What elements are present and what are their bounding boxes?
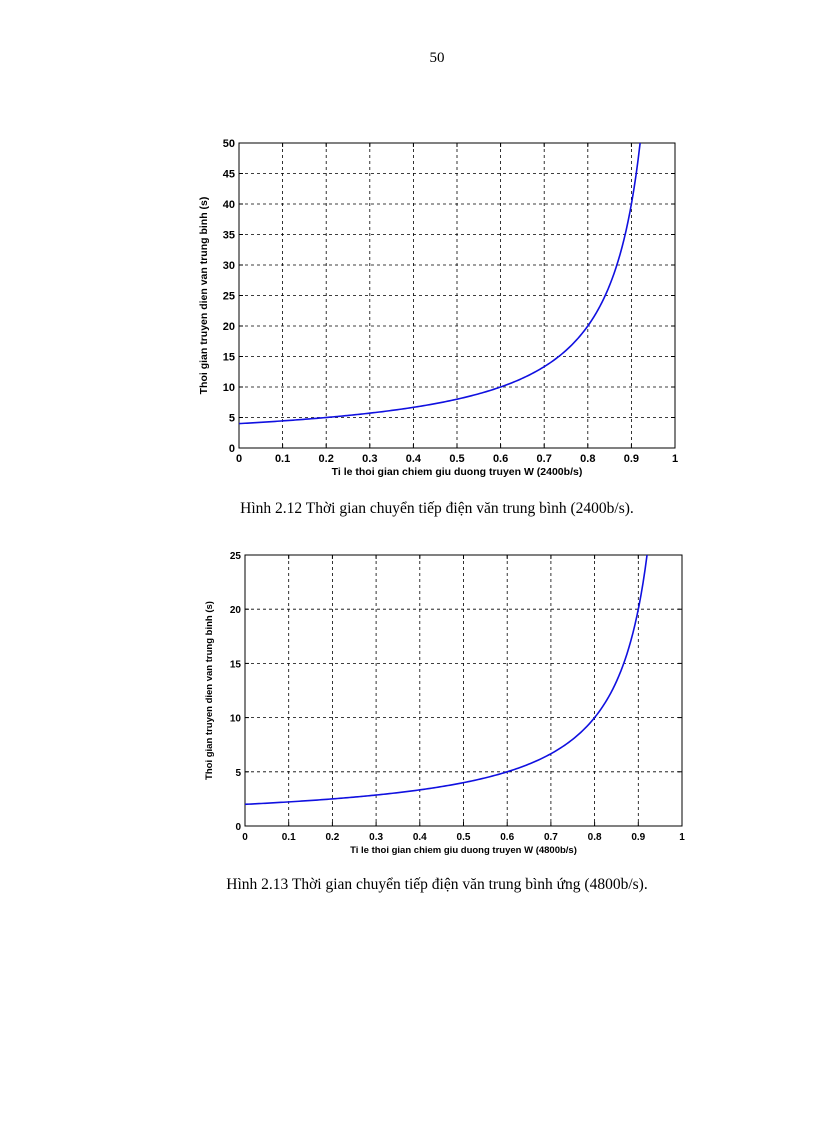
y-tick-label: 50 <box>223 138 235 150</box>
y-axis-label: Thoi gian truyen dien van trung binh (s) <box>198 197 210 395</box>
grid-lines <box>245 555 682 826</box>
y-tick-label: 20 <box>230 605 242 616</box>
y-tick-label: 0 <box>229 443 235 455</box>
figure-2-13-chart: 0 0.1 0.2 0.3 0.4 0.5 0.6 0.7 0.8 0.9 10510152025T… <box>204 551 685 856</box>
y-tick-label: 20 <box>223 321 235 333</box>
x-tick-label: 0.4 <box>413 832 427 843</box>
x-tick-label: 1 <box>672 453 678 465</box>
x-tick-label: 0 <box>242 832 248 843</box>
x-tick-label: 0.4 <box>406 453 422 465</box>
x-tick-label: 0.5 <box>449 453 464 465</box>
x-tick-label: 0.5 <box>457 832 471 843</box>
x-axis-label: Ti le thoi gian chiem giu duong truyen W… <box>350 845 577 856</box>
y-tick-label: 25 <box>230 551 242 562</box>
x-axis-label: Ti le thoi gian chiem giu duong truyen W… <box>332 466 583 478</box>
x-tick-label: 0 <box>236 453 242 465</box>
x-tick-label: 0.7 <box>544 832 558 843</box>
y-tick-label: 10 <box>223 382 235 394</box>
y-tick-label: 35 <box>223 230 235 242</box>
series-line-2400b/s <box>238 142 641 425</box>
x-tick-label: 0.3 <box>362 453 377 465</box>
y-tick-label: 15 <box>230 659 242 670</box>
y-axis-label: Thoi gian truyen dien van trung binh (s) <box>204 601 215 780</box>
y-tick-label: 0 <box>235 822 241 833</box>
x-tick-label: 1 <box>679 832 685 843</box>
y-tick-label: 15 <box>223 352 235 364</box>
x-tick-label: 0.1 <box>282 832 296 843</box>
y-tick-label: 5 <box>235 768 241 779</box>
page-number: 50 <box>429 50 445 66</box>
y-tick-label: 25 <box>223 291 235 303</box>
figure-2-12-caption: Hình 2.12 Thời gian chuyển tiếp điện văn… <box>240 500 634 517</box>
grid-lines <box>239 143 675 448</box>
x-tick-label: 0.1 <box>275 453 290 465</box>
x-tick-label: 0.6 <box>493 453 508 465</box>
y-tick-label: 40 <box>223 199 235 211</box>
y-tick-label: 5 <box>229 413 235 425</box>
x-tick-label: 0.9 <box>631 832 645 843</box>
series-line-4800b/s <box>244 554 648 806</box>
x-tick-label: 0.6 <box>500 832 514 843</box>
y-tick-label: 45 <box>223 169 235 181</box>
y-tick-label: 10 <box>230 714 242 725</box>
x-tick-label: 0.9 <box>624 453 639 465</box>
figure-2-13-caption: Hình 2.13 Thời gian chuyển tiếp điện văn… <box>226 876 648 893</box>
x-tick-label: 0.2 <box>319 453 334 465</box>
x-tick-label: 0.2 <box>325 832 339 843</box>
y-tick-label: 30 <box>223 260 235 272</box>
x-tick-label: 0.7 <box>537 453 552 465</box>
x-tick-label: 0.8 <box>588 832 602 843</box>
x-tick-label: 0.8 <box>580 453 595 465</box>
figure-2-12-chart: 0 0.1 0.2 0.3 0.4 0.5 0.6 0.7 0.8 0.9 105101520253… <box>198 138 678 478</box>
x-tick-label: 0.3 <box>369 832 383 843</box>
